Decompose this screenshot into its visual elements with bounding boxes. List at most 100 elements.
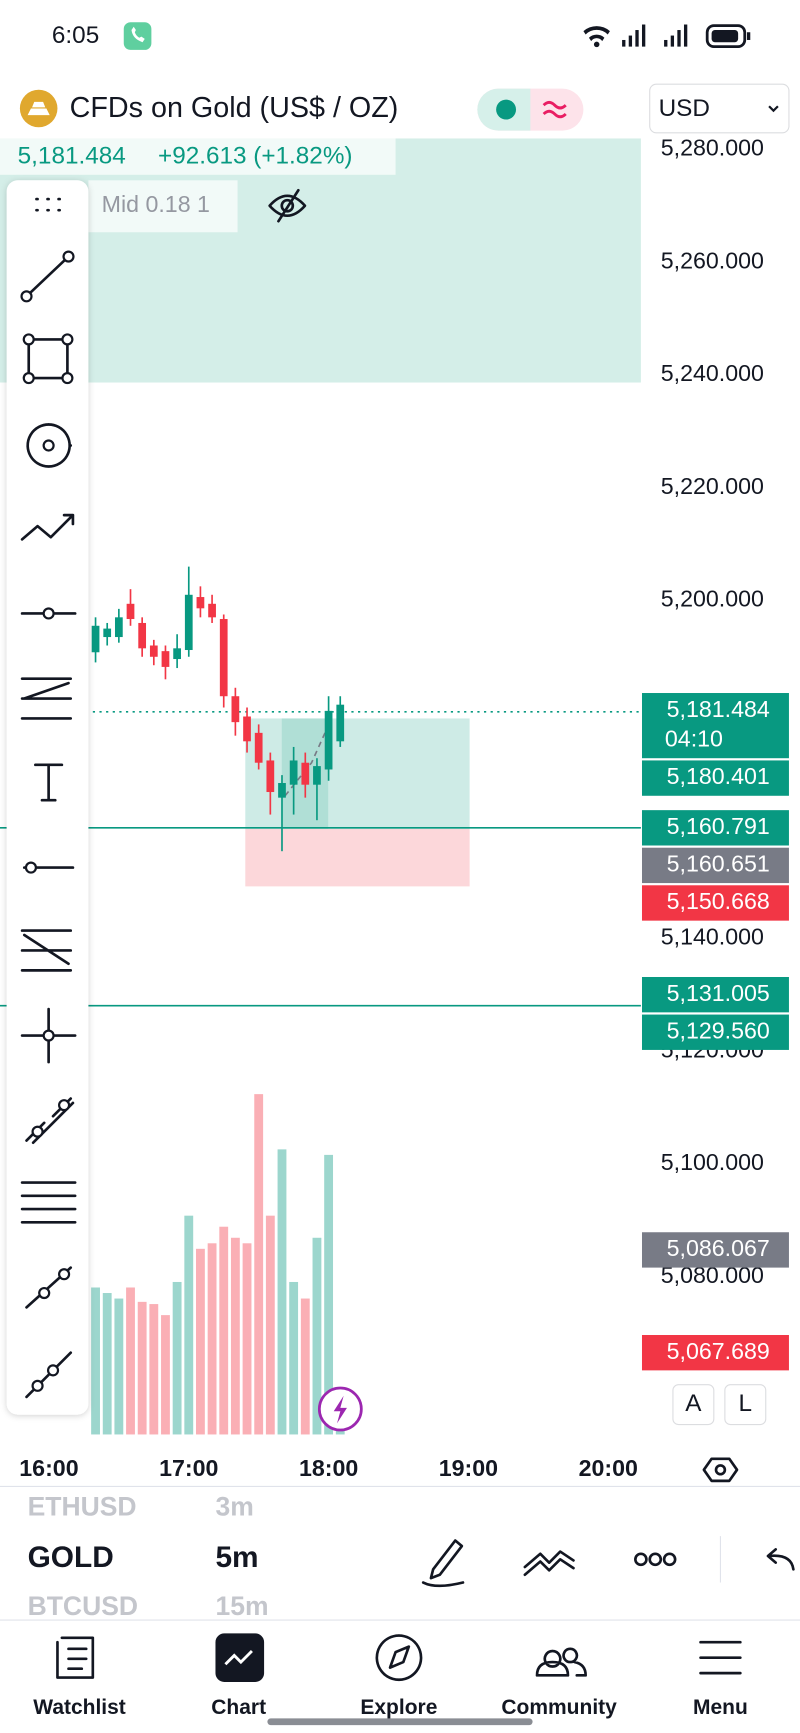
nav-label[interactable]: Chart	[211, 1696, 266, 1719]
picker-interval[interactable]: 5m	[215, 1541, 258, 1574]
picker-interval[interactable]: 15m	[215, 1591, 268, 1621]
candle-body	[278, 783, 286, 798]
scale-button[interactable]	[724, 1384, 767, 1426]
currency-dropdown[interactable]	[649, 83, 790, 134]
market-open-dot	[496, 99, 517, 120]
drawing-tool[interactable]	[20, 1181, 77, 1224]
candle-body	[254, 732, 263, 763]
tool-handle	[38, 1286, 51, 1300]
x-tick-label: 17:00	[159, 1455, 218, 1481]
nav-icon-glyph	[224, 1650, 253, 1666]
candle-body	[266, 760, 275, 793]
call-icon	[123, 22, 152, 50]
target-zone	[0, 138, 641, 383]
x-tick-label: 19:00	[439, 1455, 498, 1481]
tool-handle	[61, 333, 74, 346]
undo-button[interactable]	[766, 1548, 795, 1571]
volume-bar	[149, 1304, 159, 1435]
candle-body	[219, 619, 228, 697]
hide-icon[interactable]	[268, 188, 307, 223]
drawing-tool[interactable]	[26, 423, 73, 468]
volume-bar	[265, 1215, 275, 1435]
volume-bar	[230, 1237, 240, 1435]
tool-handle	[58, 1268, 71, 1281]
volume-bar	[219, 1226, 229, 1435]
candle-body	[91, 625, 100, 653]
settings-icon[interactable]	[702, 1457, 739, 1483]
nav-icon[interactable]	[535, 1647, 587, 1677]
more-button[interactable]	[662, 1552, 677, 1567]
tool-handle	[22, 333, 35, 346]
price-axis: 5,280.000 5,260.000 5,240.000 5,220.000 5,20…	[661, 135, 764, 1287]
picker-symbol[interactable]: GOLD	[28, 1541, 114, 1574]
volume-bar	[277, 1149, 287, 1435]
price-badge-label: 5,129.560	[667, 1017, 770, 1043]
y-tick-label: 5,200.000	[661, 586, 764, 612]
symbol-title[interactable]: CFDs on Gold (US$ / OZ)	[70, 92, 399, 124]
picker-interval[interactable]: 3m	[215, 1491, 253, 1521]
candle-body	[149, 645, 158, 657]
price-badge-label: 5,131.005	[667, 980, 770, 1006]
tool-handle	[31, 1125, 44, 1138]
volume-bar	[172, 1281, 182, 1435]
y-tick-label: 5,260.000	[661, 247, 764, 273]
indicators-button[interactable]	[523, 1550, 575, 1577]
gold-glyph	[27, 101, 50, 116]
nav-icon[interactable]	[215, 1633, 265, 1682]
price-badge	[641, 1335, 789, 1371]
nav-icon[interactable]	[375, 1634, 423, 1682]
volume-bar	[207, 1243, 217, 1435]
nav-label[interactable]: Menu	[693, 1696, 748, 1719]
price-badge	[641, 1014, 789, 1050]
drawing-tool[interactable]	[34, 763, 64, 802]
volume-bar	[137, 1301, 147, 1435]
drawing-tool[interactable]	[20, 513, 75, 541]
nav-label[interactable]: Community	[501, 1696, 617, 1719]
drawing-tool[interactable]	[25, 255, 70, 298]
picker-symbol[interactable]: ETHUSD	[28, 1491, 137, 1521]
volume-bar	[184, 1215, 194, 1435]
drawing-tool[interactable]	[20, 677, 73, 720]
nav-label[interactable]: Watchlist	[33, 1696, 126, 1719]
candle-body	[336, 704, 345, 742]
volume-bar	[324, 1154, 334, 1435]
tool-handle	[42, 439, 55, 452]
volume-bar	[126, 1287, 135, 1435]
picker-bg	[0, 1486, 800, 1619]
draw-button[interactable]	[421, 1539, 465, 1588]
price-badge-label: 5,160.791	[667, 813, 770, 839]
x-tick-label: 16:00	[19, 1455, 78, 1481]
status-time: 6:05	[52, 22, 99, 49]
candle-body	[208, 603, 216, 618]
x-tick-label: 18:00	[299, 1455, 358, 1481]
scale-button[interactable]	[672, 1384, 715, 1426]
candle-body	[114, 617, 123, 638]
y-tick-label: 5,240.000	[661, 360, 764, 386]
nav-icon[interactable]	[56, 1636, 95, 1679]
drawing-tool[interactable]	[35, 197, 61, 212]
price-badge	[641, 693, 789, 759]
price-badge-countdown: 04:10	[665, 726, 723, 752]
candle-body	[184, 594, 193, 651]
price-badge	[641, 760, 789, 796]
drawing-tool[interactable]	[20, 929, 73, 972]
volume-bar	[289, 1281, 299, 1435]
candle-body	[161, 651, 170, 667]
hide-icon-pupil	[280, 198, 295, 213]
nav-label[interactable]: Explore	[360, 1696, 437, 1719]
mid-bg	[88, 180, 238, 233]
dropdown-chevron	[768, 105, 779, 113]
nav-icon[interactable]	[699, 1640, 742, 1675]
y-tick-label: 5,220.000	[661, 473, 764, 499]
more-button[interactable]	[648, 1552, 663, 1567]
volume-bar	[91, 1287, 100, 1435]
price-badge-label: 5,181.484	[667, 696, 770, 722]
x-tick-label: 20:00	[579, 1455, 638, 1481]
tool-handle	[20, 290, 33, 303]
y-tick-label: 5,280.000	[661, 135, 764, 161]
more-button[interactable]	[634, 1552, 648, 1567]
picker-symbol[interactable]: BTCUSD	[28, 1591, 138, 1621]
tool-handle	[22, 372, 35, 385]
tool-handle	[62, 250, 75, 263]
